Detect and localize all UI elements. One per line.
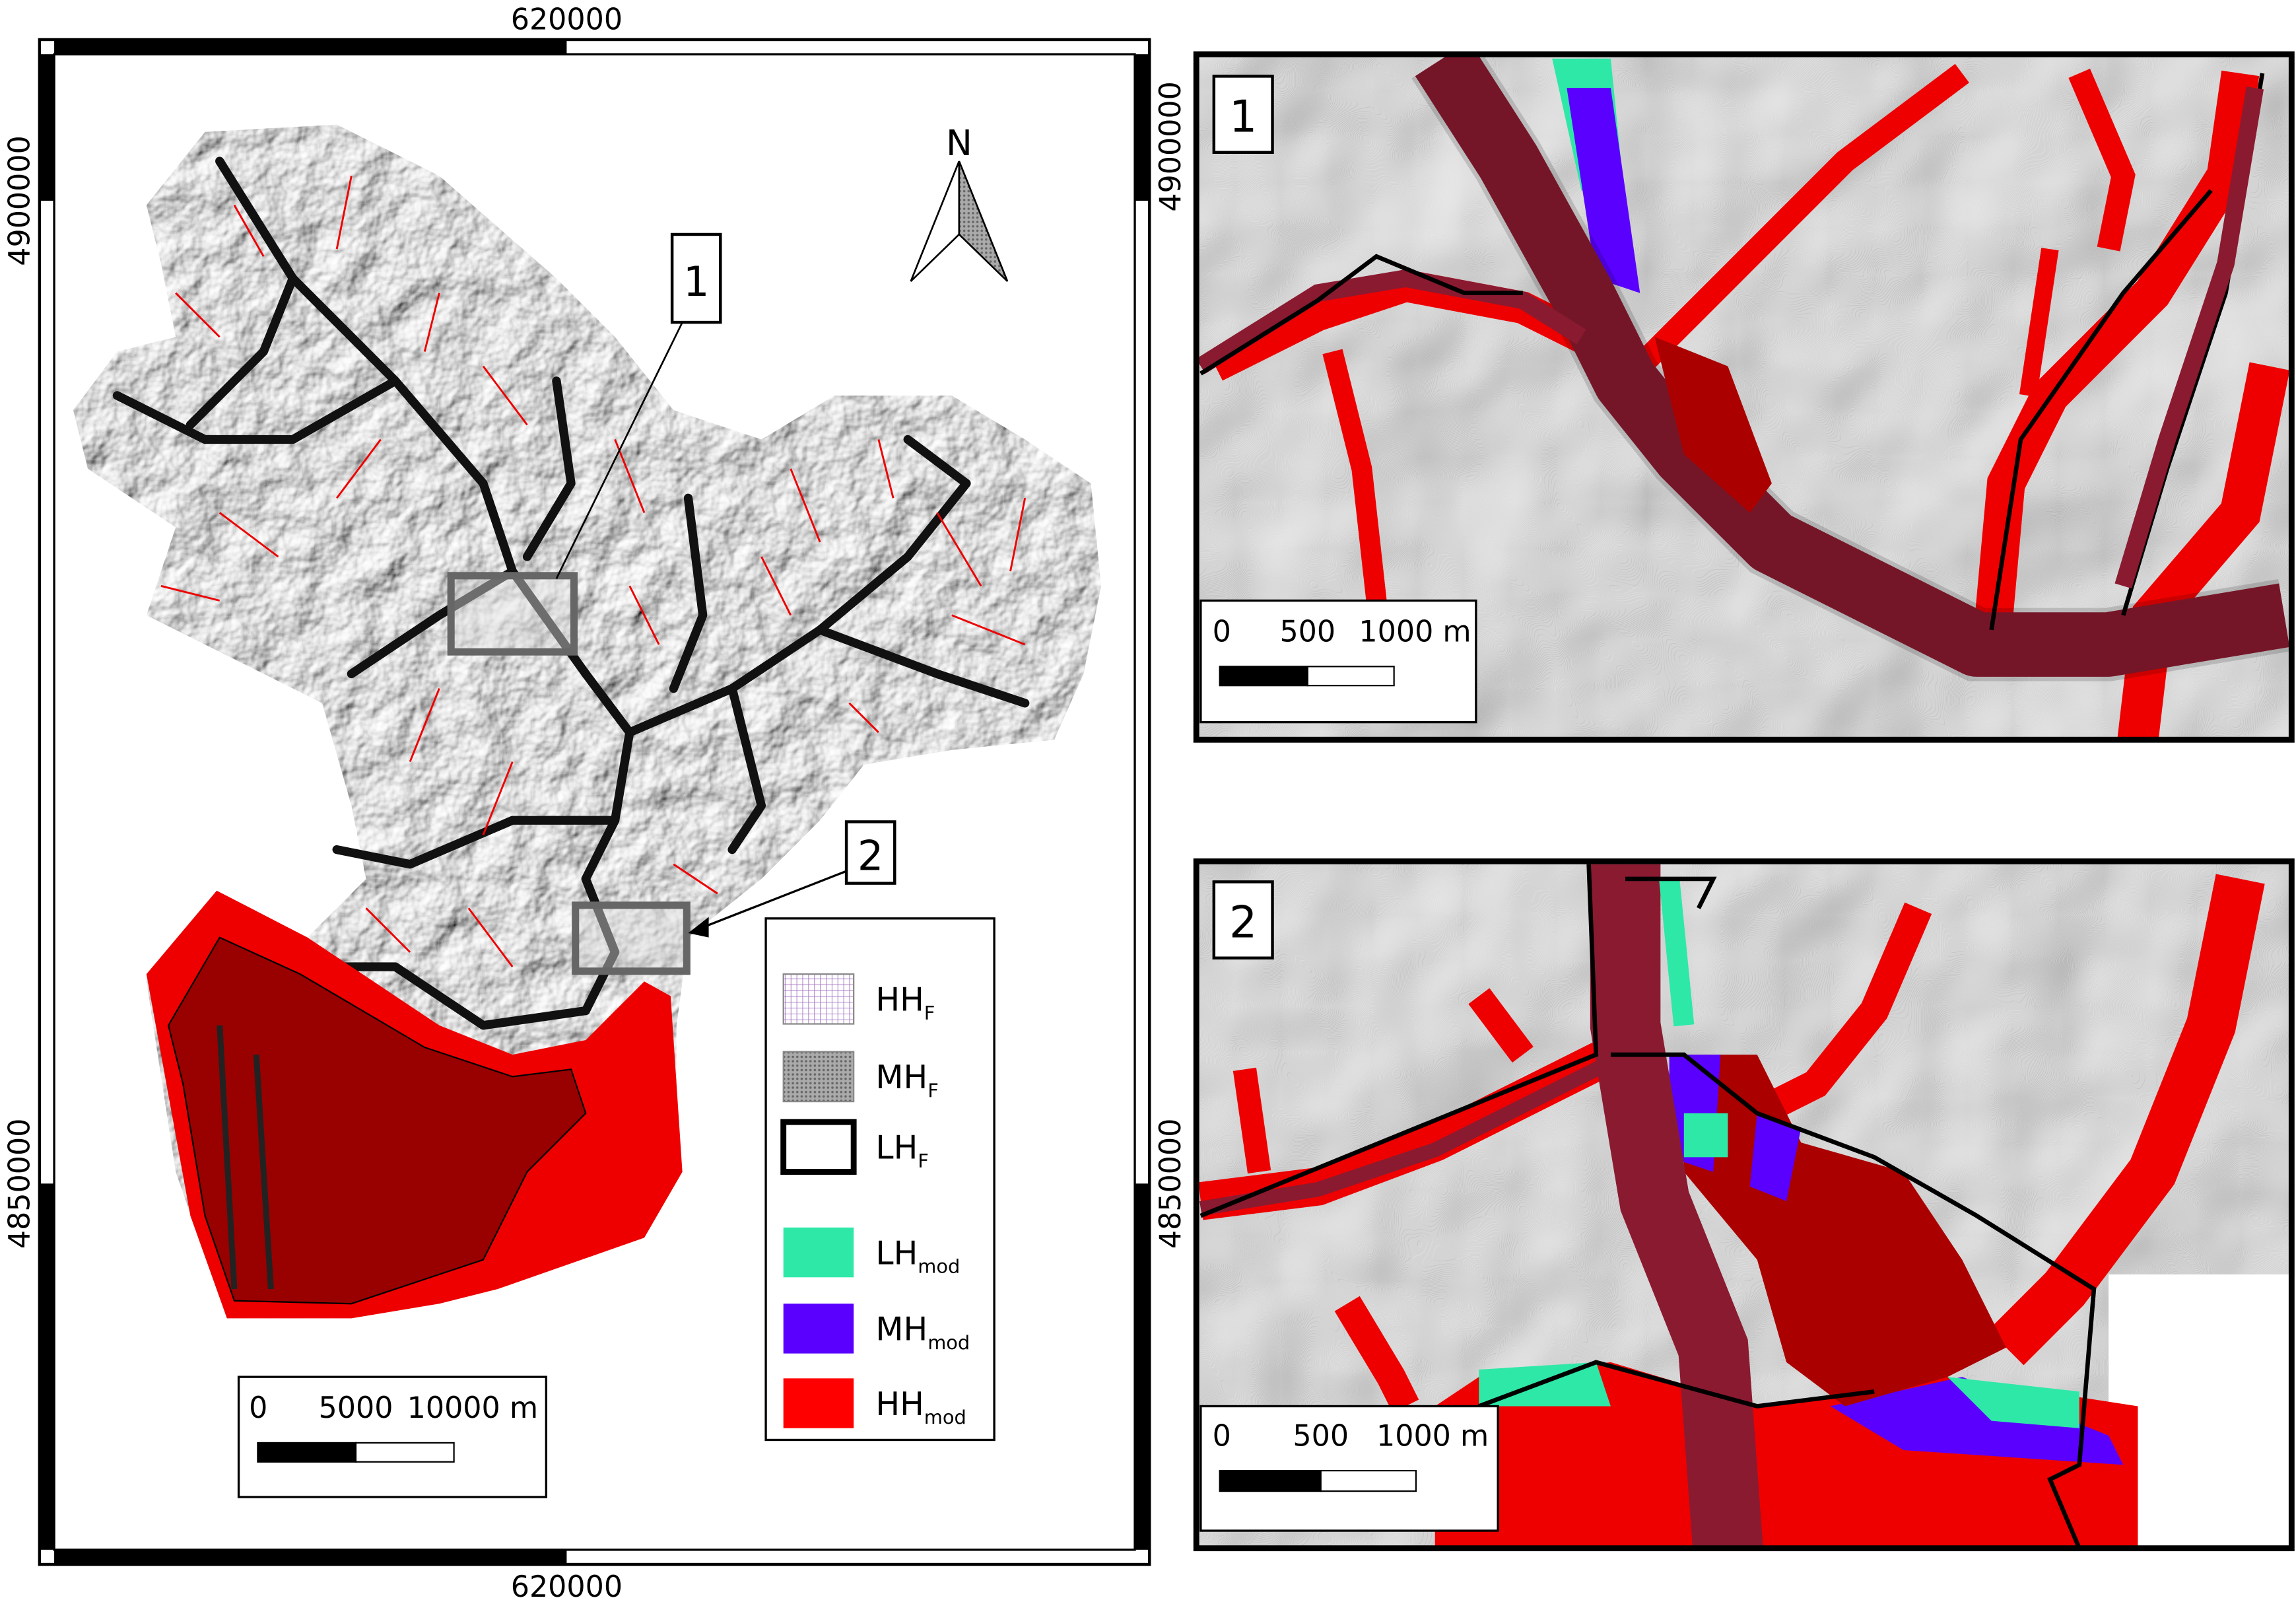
scale-label: 10000 m — [407, 1391, 538, 1425]
legend-label-sub: mod — [918, 1255, 960, 1278]
y-coord-label: 4850000 — [1154, 1119, 1188, 1249]
legend-swatch — [782, 1051, 855, 1103]
inset-frame-1 — [1193, 51, 2295, 743]
legend-label: HHmod — [875, 1385, 966, 1428]
legend-label-base: LH — [875, 1234, 918, 1272]
scale-label: 0 — [1213, 615, 1231, 649]
legend-label-base: LH — [875, 1129, 918, 1167]
legend-label-sub: mod — [924, 1406, 966, 1428]
legend-label: LHmod — [875, 1234, 960, 1277]
legend-label: HHF — [875, 981, 935, 1024]
scale-bar-segment — [257, 1442, 357, 1463]
scale-label: 5000 — [319, 1391, 393, 1425]
callout-line-2 — [694, 863, 865, 932]
inset-label-box — [1212, 75, 1274, 154]
scale-bar-segment — [1306, 666, 1395, 687]
legend-label: LHF — [875, 1129, 928, 1172]
delta-hh-f — [167, 936, 587, 1305]
legend-swatch — [783, 1304, 854, 1354]
legend-label: MHF — [875, 1059, 938, 1101]
legend-label-sub: F — [928, 1079, 939, 1101]
y-coord-label: 4900000 — [1154, 81, 1188, 212]
inset-label: 2 — [1229, 897, 1257, 948]
scale-bar-segment — [1219, 666, 1308, 687]
north-arrow-right — [958, 160, 1009, 282]
callout-line-1 — [555, 322, 683, 579]
legend-label-base: MH — [875, 1059, 928, 1096]
legend-swatch — [783, 1227, 854, 1278]
inset-frame-2 — [1193, 858, 2295, 1552]
inset-label-box — [1212, 880, 1274, 959]
callout-box-1 — [447, 572, 578, 656]
legend-label-sub: F — [924, 1002, 935, 1024]
scale-label: 0 — [1213, 1419, 1231, 1453]
urban-lines — [217, 1025, 274, 1290]
scale-label: 1000 m — [1359, 615, 1471, 649]
y-coord-label: 4850000 — [3, 1119, 36, 1249]
callout-label-box — [670, 232, 722, 324]
legend-swatch — [783, 1378, 854, 1428]
scale-label: 500 — [1293, 1419, 1349, 1453]
legend-label-sub: F — [918, 1150, 929, 1172]
tributaries — [160, 175, 1027, 1173]
legend-label-base: HH — [875, 981, 924, 1019]
scale-label: 0 — [249, 1391, 267, 1425]
legend-label-base: MH — [875, 1311, 928, 1348]
legend-label-base: HH — [875, 1385, 924, 1423]
north-label: N — [946, 123, 972, 164]
legend-swatch — [780, 1119, 857, 1175]
scale-label: 1000 m — [1376, 1419, 1489, 1453]
x-coord-label: 620000 — [511, 3, 623, 36]
y-coord-label: 4900000 — [3, 135, 36, 266]
callout-label-box — [844, 820, 896, 885]
legend-label-sub: mod — [928, 1331, 970, 1354]
scale-bar-box — [237, 1376, 548, 1498]
scale-bar-segment — [1219, 1469, 1322, 1492]
legend-swatch — [782, 973, 855, 1025]
graticule-bars — [39, 39, 1150, 1565]
callout-label: 1 — [683, 258, 710, 306]
x-coord-label: 620000 — [511, 1570, 623, 1604]
callout-arrowhead — [688, 917, 709, 938]
inset-label: 1 — [1229, 91, 1257, 143]
callout-label: 2 — [858, 832, 884, 880]
scale-bar-box — [1199, 599, 1477, 724]
scale-bar-segment — [355, 1442, 455, 1463]
scale-bar-segment — [1320, 1469, 1417, 1492]
legend-label: MHmod — [875, 1311, 970, 1354]
callout-box-2 — [572, 901, 691, 975]
scale-label: 500 — [1279, 615, 1335, 649]
scale-bar-box — [1199, 1405, 1499, 1532]
